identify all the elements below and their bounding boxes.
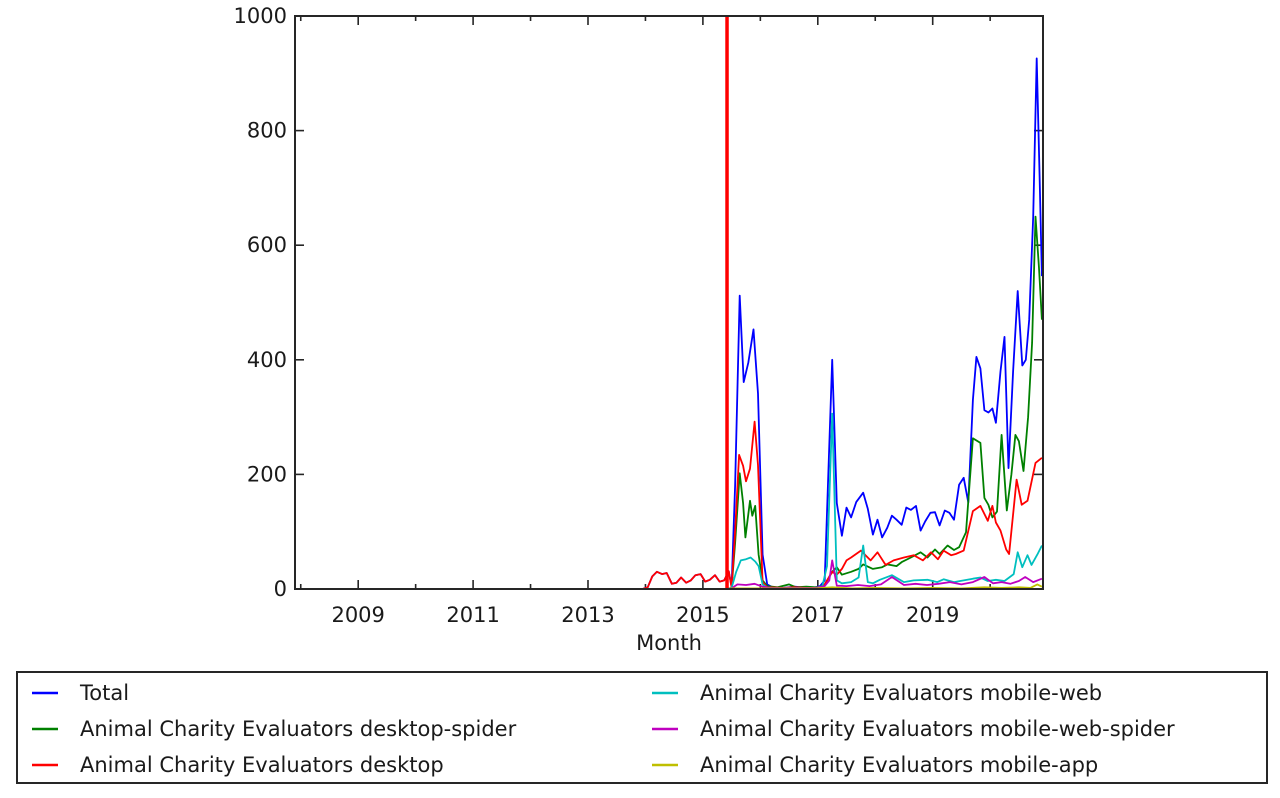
legend-box bbox=[16, 671, 1268, 784]
legend-entry-animal-charity-evaluators-mobile-app: Animal Charity Evaluators mobile-app bbox=[652, 753, 1098, 777]
legend-label-animal-charity-evaluators-desktop-spider: Animal Charity Evaluators desktop-spider bbox=[80, 717, 517, 741]
legend: Total Animal Charity Evaluators desktop-s… bbox=[16, 671, 1268, 784]
legend-entry-total: Total bbox=[32, 681, 129, 705]
y-tick-label: 0 bbox=[274, 577, 287, 601]
legend-entry-animal-charity-evaluators-desktop: Animal Charity Evaluators desktop bbox=[32, 753, 444, 777]
y-tick-label: 200 bbox=[247, 462, 287, 486]
legend-label-animal-charity-evaluators-mobile-web-spider: Animal Charity Evaluators mobile-web-spi… bbox=[700, 717, 1175, 741]
series-line-animal-charity-evaluators-mobile-web-spider bbox=[295, 559, 1043, 590]
legend-label-total: Total bbox=[79, 681, 129, 705]
legend-label-animal-charity-evaluators-mobile-web: Animal Charity Evaluators mobile-web bbox=[700, 681, 1102, 705]
x-axis-labels: 2009 2011 2013 2015 2017 2019 bbox=[331, 603, 959, 627]
legend-entry-animal-charity-evaluators-mobile-web-spider: Animal Charity Evaluators mobile-web-spi… bbox=[652, 717, 1175, 741]
legend-entry-animal-charity-evaluators-mobile-web: Animal Charity Evaluators mobile-web bbox=[652, 681, 1102, 705]
x-tick-label: 2013 bbox=[561, 603, 614, 627]
plot-border bbox=[294, 15, 1044, 590]
x-axis-title: Month bbox=[636, 631, 702, 655]
series-line-animal-charity-evaluators-mobile-web bbox=[295, 412, 1043, 590]
y-tick-label: 400 bbox=[247, 348, 287, 372]
legend-label-animal-charity-evaluators-mobile-app: Animal Charity Evaluators mobile-app bbox=[700, 753, 1098, 777]
y-axis-labels: 0 200 400 600 800 1000 bbox=[234, 4, 287, 601]
legend-entry-animal-charity-evaluators-desktop-spider: Animal Charity Evaluators desktop-spider bbox=[32, 717, 517, 741]
y-tick-label: 600 bbox=[247, 233, 287, 257]
y-tick-label: 1000 bbox=[234, 4, 287, 28]
x-tick-label: 2019 bbox=[906, 603, 959, 627]
x-tick-label: 2015 bbox=[676, 603, 729, 627]
x-tick-label: 2017 bbox=[791, 603, 844, 627]
x-tick-label: 2011 bbox=[446, 603, 499, 627]
x-tick-label: 2009 bbox=[331, 603, 384, 627]
legend-label-animal-charity-evaluators-desktop: Animal Charity Evaluators desktop bbox=[80, 753, 444, 777]
y-tick-label: 800 bbox=[247, 119, 287, 143]
plot-area bbox=[295, 16, 1043, 589]
